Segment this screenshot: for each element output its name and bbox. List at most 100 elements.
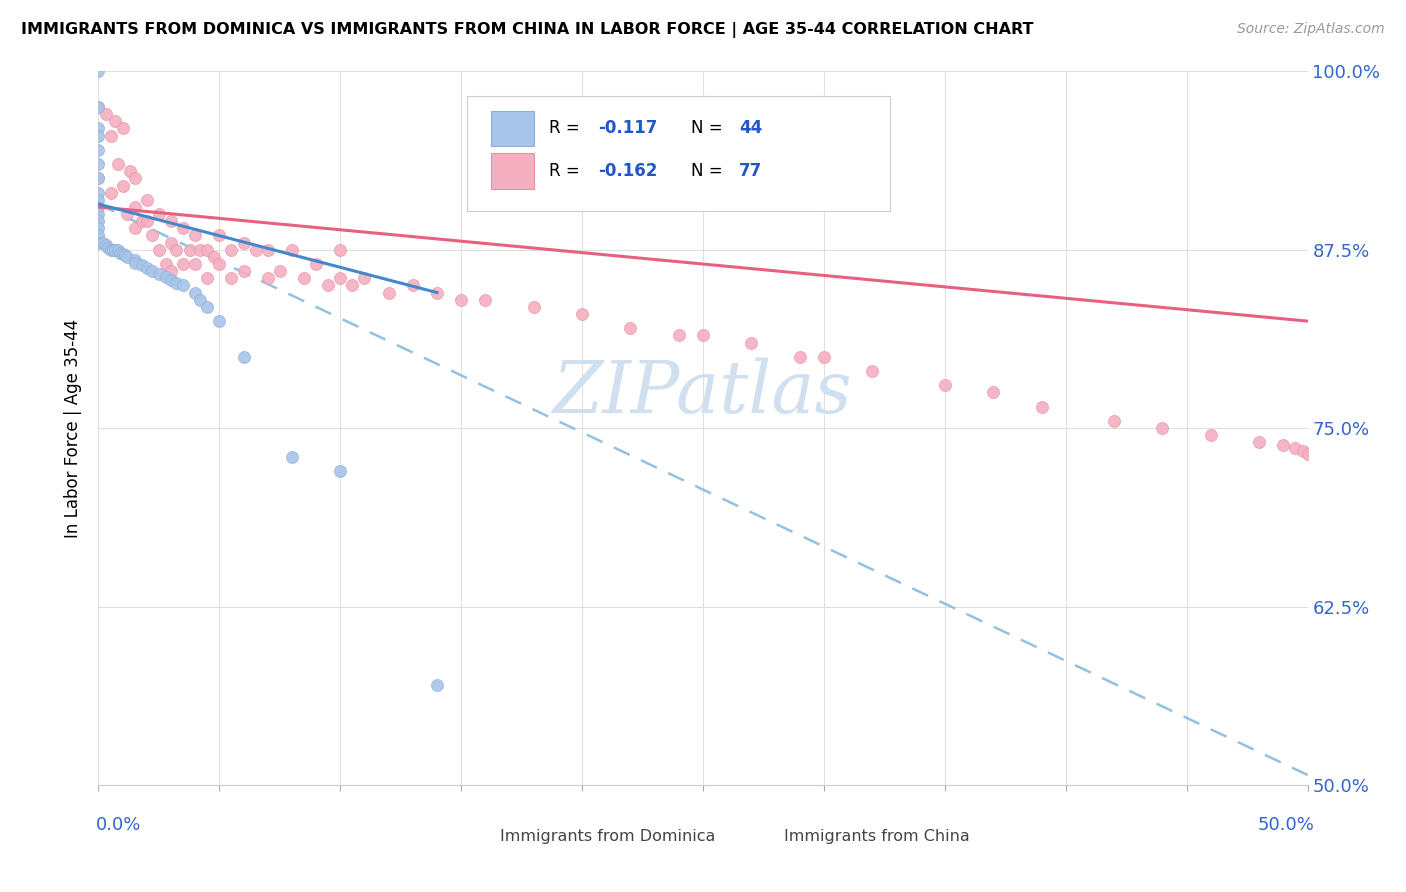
- Point: [148, 267, 170, 281]
- Text: R =: R =: [550, 162, 585, 180]
- Point: [87, 171, 110, 186]
- Point: [184, 228, 207, 243]
- Point: [87, 235, 110, 250]
- Point: [305, 257, 328, 271]
- Point: [148, 243, 170, 257]
- Point: [155, 257, 177, 271]
- Point: [281, 450, 304, 464]
- Point: [195, 243, 218, 257]
- Point: [523, 300, 546, 314]
- FancyBboxPatch shape: [467, 96, 890, 211]
- Point: [195, 271, 218, 285]
- Text: Source: ZipAtlas.com: Source: ZipAtlas.com: [1237, 22, 1385, 37]
- Point: [256, 243, 278, 257]
- Text: ZIPatlas: ZIPatlas: [553, 357, 853, 428]
- Point: [135, 261, 157, 276]
- Point: [813, 350, 835, 364]
- Point: [87, 171, 110, 186]
- Bar: [492, 153, 534, 189]
- Point: [135, 193, 157, 207]
- Point: [165, 276, 187, 290]
- Point: [740, 335, 762, 350]
- Point: [195, 300, 218, 314]
- Point: [91, 235, 114, 250]
- Point: [118, 164, 141, 178]
- Point: [1296, 447, 1319, 461]
- Point: [141, 264, 163, 278]
- Point: [87, 64, 110, 78]
- Bar: [492, 111, 534, 146]
- Text: 0.0%: 0.0%: [96, 816, 141, 834]
- Point: [107, 243, 129, 257]
- Point: [148, 207, 170, 221]
- Point: [87, 200, 110, 214]
- Text: N =: N =: [690, 120, 728, 137]
- Point: [450, 293, 472, 307]
- Point: [131, 214, 153, 228]
- Point: [141, 228, 163, 243]
- Point: [329, 464, 352, 478]
- Point: [172, 221, 194, 235]
- Y-axis label: In Labor Force | Age 35-44: In Labor Force | Age 35-44: [65, 318, 83, 538]
- Point: [117, 250, 139, 264]
- Text: -0.162: -0.162: [598, 162, 657, 180]
- Point: [1031, 400, 1053, 414]
- Point: [87, 100, 110, 114]
- Point: [111, 247, 134, 261]
- Point: [1284, 441, 1306, 455]
- Point: [108, 245, 131, 260]
- Point: [329, 271, 352, 285]
- Point: [107, 157, 129, 171]
- Point: [97, 241, 120, 255]
- Point: [87, 228, 110, 243]
- Text: 77: 77: [740, 162, 762, 180]
- Point: [329, 243, 352, 257]
- Point: [1249, 435, 1271, 450]
- Point: [188, 293, 211, 307]
- Point: [94, 238, 117, 252]
- Point: [87, 186, 110, 200]
- Point: [208, 257, 231, 271]
- Point: [221, 243, 243, 257]
- Point: [94, 107, 117, 121]
- Bar: [745, 824, 776, 849]
- Text: Immigrants from China: Immigrants from China: [785, 829, 970, 844]
- Point: [160, 235, 183, 250]
- Point: [87, 214, 110, 228]
- Point: [124, 252, 146, 267]
- Text: Immigrants from Dominica: Immigrants from Dominica: [501, 829, 716, 844]
- Point: [172, 257, 194, 271]
- Point: [256, 271, 278, 285]
- Text: 50.0%: 50.0%: [1258, 816, 1315, 834]
- Point: [160, 273, 183, 287]
- Point: [668, 328, 690, 343]
- Text: -0.117: -0.117: [598, 120, 657, 137]
- Text: 44: 44: [740, 120, 762, 137]
- Point: [155, 269, 177, 284]
- Point: [87, 121, 110, 136]
- Point: [221, 271, 243, 285]
- Point: [87, 128, 110, 143]
- Point: [269, 264, 291, 278]
- Point: [188, 243, 211, 257]
- Point: [571, 307, 593, 321]
- Point: [474, 293, 496, 307]
- Point: [87, 207, 110, 221]
- Point: [100, 186, 122, 200]
- Point: [114, 248, 136, 262]
- Point: [184, 285, 207, 300]
- Point: [232, 235, 254, 250]
- Point: [165, 243, 187, 257]
- Point: [208, 314, 231, 328]
- Point: [124, 221, 146, 235]
- Point: [100, 243, 122, 257]
- Point: [281, 243, 304, 257]
- Point: [87, 193, 110, 207]
- Point: [104, 114, 127, 128]
- Point: [619, 321, 641, 335]
- Point: [100, 128, 122, 143]
- Point: [111, 121, 134, 136]
- Point: [1199, 428, 1222, 442]
- Point: [353, 271, 375, 285]
- Text: R =: R =: [550, 120, 585, 137]
